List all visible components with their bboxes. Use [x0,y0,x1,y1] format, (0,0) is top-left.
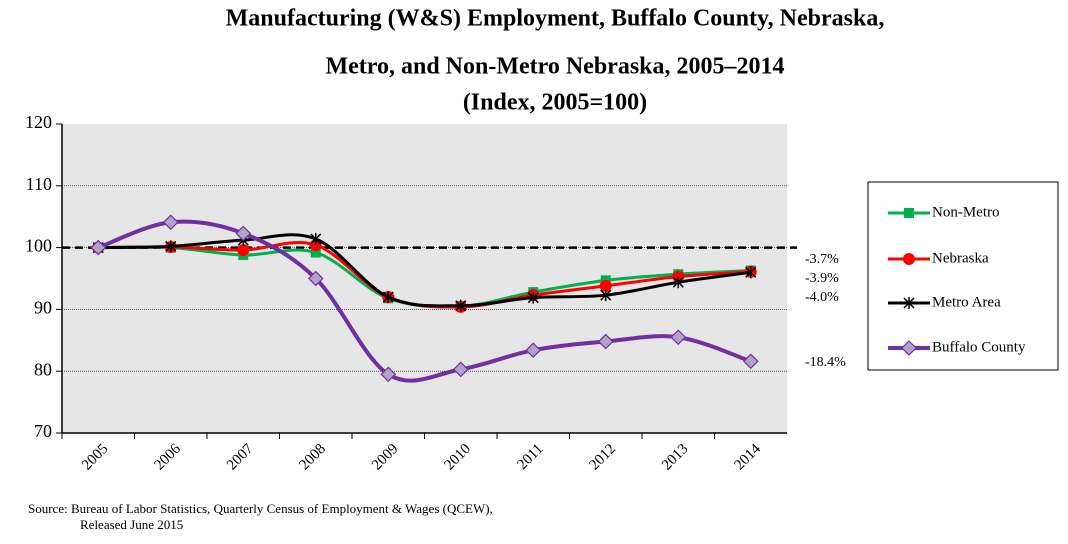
y-tick-label: 110 [26,174,52,194]
x-tick-label: 2014 [731,441,764,474]
marker [600,289,612,302]
annotation: -4.0% [805,290,839,305]
legend-label: Non-Metro [932,204,1000,220]
marker [452,361,469,378]
y-tick-label: 90 [34,298,52,318]
x-tick-label: 2010 [441,441,474,474]
marker [599,279,612,292]
x-tick-label: 2011 [514,441,546,473]
marker [597,333,614,350]
legend-label: Metro Area [932,294,1001,310]
line [97,219,752,383]
marker [90,239,107,256]
x-tick-label: 2008 [296,441,329,474]
y-tick-label: 100 [25,236,52,256]
marker [235,225,252,242]
marker [903,297,915,309]
marker [670,329,687,346]
annotation: -3.7% [805,252,839,267]
chart-title: (Index, 2005=100) [463,90,647,116]
marker [455,299,467,312]
marker [903,253,915,265]
marker [527,291,539,304]
legend-label: Buffalo County [932,339,1026,355]
marker [380,366,397,383]
marker [904,208,914,218]
x-tick-label: 2013 [659,441,692,474]
y-tick-label: 70 [34,421,52,441]
annotation: -3.9% [805,271,839,286]
marker [382,291,394,304]
marker [310,232,322,245]
source: Source: Bureau of Labor Statistics, Quar… [28,501,493,516]
x-tick-label: 2012 [586,441,619,474]
x-tick-label: 2006 [151,441,184,474]
marker [162,214,179,231]
marker [310,247,321,258]
marker [745,266,757,279]
marker [165,240,177,253]
annotation: -18.4% [805,355,846,370]
marker [742,353,759,370]
line [98,233,751,308]
chart-title: Metro, and Non-Metro Nebraska, 2005–2014 [325,54,784,80]
y-tick-label: 120 [25,112,52,132]
chart-title: Manufacturing (W&S) Employment, Buffalo … [226,6,885,32]
legend-label: Nebraska [932,250,989,266]
y-tick-label: 80 [34,359,52,379]
marker [237,244,250,257]
x-tick-label: 2007 [224,441,257,474]
marker [307,270,324,287]
x-tick-label: 2009 [369,441,402,474]
marker [901,340,917,356]
source: Released June 2015 [80,517,183,532]
marker [672,276,684,289]
marker [525,342,542,359]
x-tick-label: 2005 [79,441,112,474]
